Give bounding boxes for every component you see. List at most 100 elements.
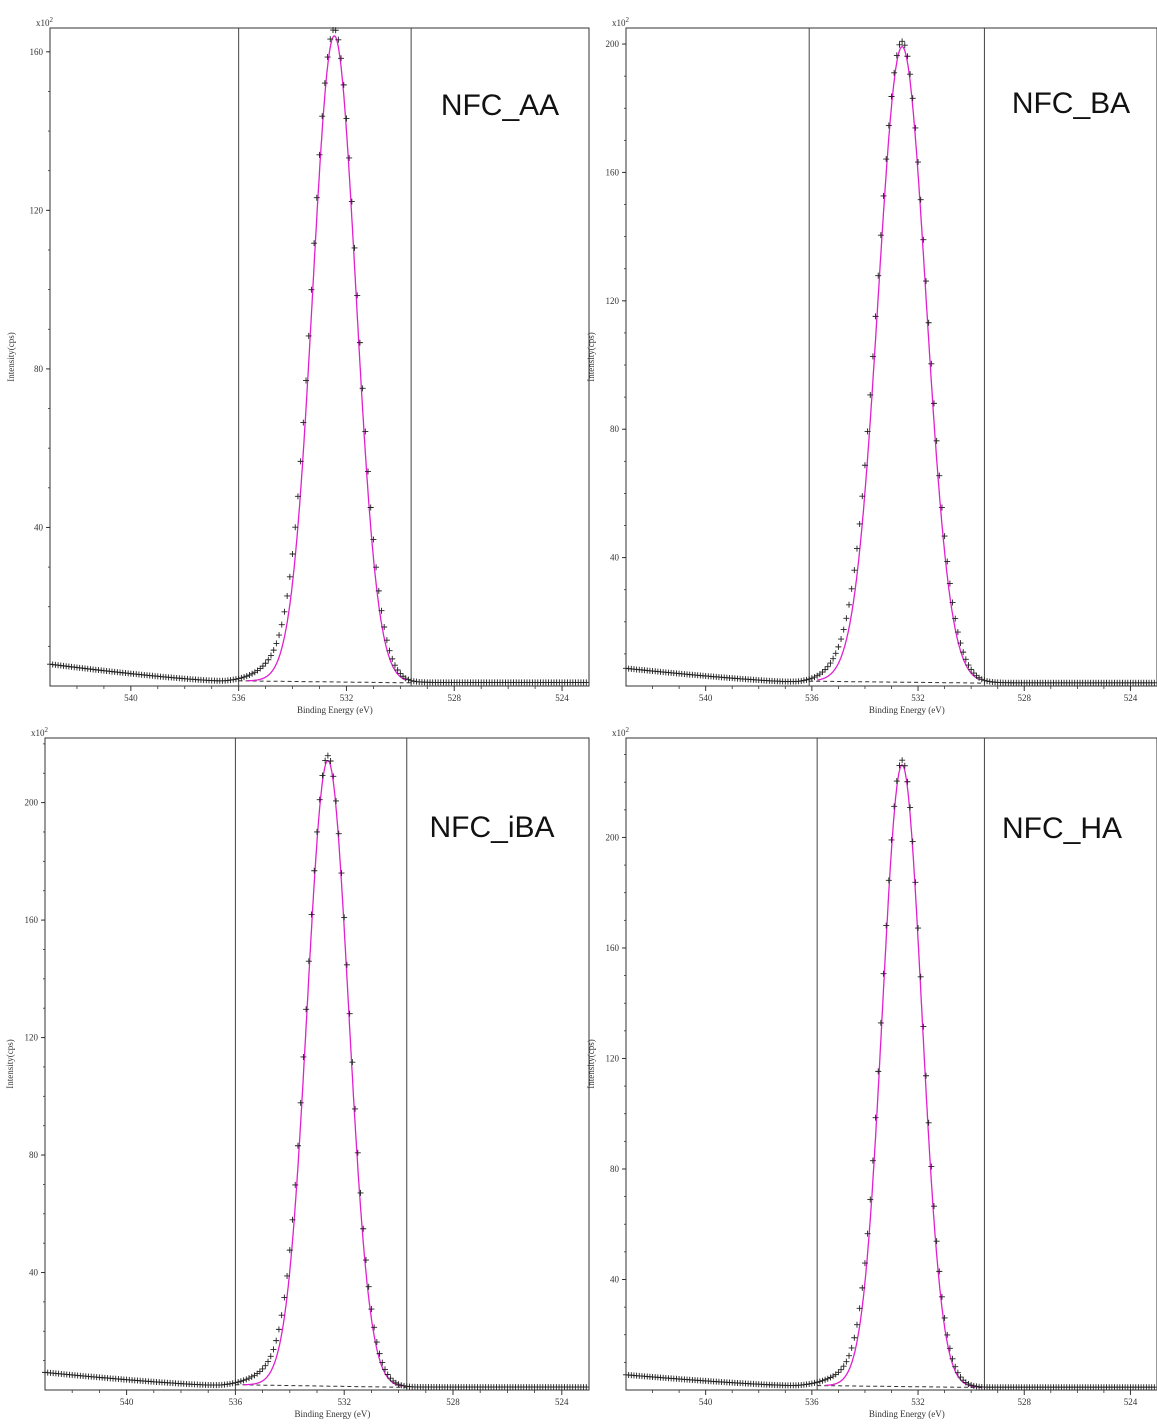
data-point-marker xyxy=(343,961,350,968)
data-point-marker xyxy=(270,1346,277,1353)
data-point-marker xyxy=(267,652,274,659)
data-point-marker xyxy=(300,1053,307,1060)
data-point-marker xyxy=(294,493,301,500)
data-point-marker xyxy=(232,1379,239,1386)
y-axis-title: Intensity(cps) xyxy=(586,1039,596,1089)
x-tick-label: 532 xyxy=(337,1397,351,1407)
data-point-marker xyxy=(853,545,860,552)
y-tick-label: 200 xyxy=(606,832,620,842)
data-point-marker xyxy=(861,462,868,469)
background-dashed-line xyxy=(238,680,412,684)
data-point-marker xyxy=(402,675,409,682)
data-point-marker xyxy=(373,564,380,571)
data-point-marker xyxy=(822,1376,829,1383)
data-point-marker xyxy=(880,192,887,199)
data-point-marker xyxy=(928,360,935,367)
data-point-marker xyxy=(819,1377,826,1384)
sample-label: NFC_AA xyxy=(441,89,559,122)
data-point-marker xyxy=(938,504,945,511)
data-point-marker xyxy=(243,673,250,680)
data-point-marker xyxy=(249,670,256,677)
background-dashed-line xyxy=(235,1384,407,1388)
data-point-marker xyxy=(235,675,242,682)
data-point-marker xyxy=(827,1374,834,1381)
x-tick-label: 540 xyxy=(699,693,713,703)
data-points xyxy=(623,757,1157,1391)
data-point-marker xyxy=(938,1293,945,1300)
x-tick-label: 532 xyxy=(911,1397,925,1407)
data-point-marker xyxy=(901,762,908,769)
data-point-marker xyxy=(238,674,245,681)
data-point-marker xyxy=(848,585,855,592)
data-point-marker xyxy=(856,1305,863,1312)
data-point-marker xyxy=(300,419,307,426)
data-point-marker xyxy=(362,428,369,435)
data-point-marker xyxy=(869,353,876,360)
data-point-marker xyxy=(970,670,977,677)
data-point-marker xyxy=(946,580,953,587)
data-point-marker xyxy=(949,599,956,606)
data-point-marker xyxy=(867,391,874,398)
data-point-marker xyxy=(917,196,924,203)
data-point-marker xyxy=(949,1355,956,1362)
x-tick-label: 536 xyxy=(229,1397,243,1407)
x-tick-label: 528 xyxy=(446,1397,460,1407)
data-point-marker xyxy=(899,757,906,764)
data-point-marker xyxy=(960,649,967,656)
data-point-marker xyxy=(346,154,353,161)
data-point-marker xyxy=(976,674,983,681)
y-tick-label: 80 xyxy=(34,364,44,374)
data-point-marker xyxy=(256,1368,263,1375)
data-point-marker xyxy=(981,677,988,684)
data-point-marker xyxy=(877,1019,884,1026)
multiplier-base: x10 xyxy=(36,18,50,28)
data-point-marker xyxy=(359,385,366,392)
y-tick-label: 120 xyxy=(25,1033,39,1043)
data-point-marker xyxy=(262,1362,269,1369)
data-point-marker xyxy=(322,757,329,764)
x-tick-label: 532 xyxy=(911,693,925,703)
data-point-marker xyxy=(395,1381,402,1388)
data-point-marker xyxy=(830,655,837,662)
data-point-marker xyxy=(880,970,887,977)
y-tick-label: 160 xyxy=(30,47,44,57)
sample-label: NFC_HA xyxy=(1002,812,1122,845)
data-point-marker xyxy=(909,838,916,845)
data-point-marker xyxy=(583,1384,590,1391)
data-point-marker xyxy=(925,319,932,326)
data-point-marker xyxy=(583,679,590,686)
data-point-marker xyxy=(952,615,959,622)
data-point-marker xyxy=(278,1312,285,1319)
data-point-marker xyxy=(885,877,892,884)
data-point-marker xyxy=(835,643,842,650)
data-point-marker xyxy=(806,676,813,683)
y-tick-label: 40 xyxy=(29,1268,39,1278)
data-point-marker xyxy=(840,1363,847,1370)
data-point-marker xyxy=(341,914,348,921)
multiplier-exponent: 2 xyxy=(50,16,54,24)
multiplier-exponent: 2 xyxy=(626,16,630,24)
data-point-marker xyxy=(798,677,805,684)
data-point-marker xyxy=(305,332,312,339)
y-tick-label: 40 xyxy=(610,553,620,563)
data-point-marker xyxy=(912,124,919,131)
data-point-marker xyxy=(923,278,930,285)
y-tick-label: 200 xyxy=(25,798,39,808)
data-point-marker xyxy=(808,675,815,682)
data-point-marker xyxy=(859,1284,866,1291)
data-point-marker xyxy=(962,656,969,663)
data-point-marker xyxy=(838,636,845,643)
data-point-marker xyxy=(297,1099,304,1106)
data-point-marker xyxy=(378,607,385,614)
data-point-marker xyxy=(864,428,871,435)
data-point-marker xyxy=(875,272,882,279)
fit-envelope-line xyxy=(246,35,406,682)
data-point-marker xyxy=(267,1353,274,1360)
data-point-marker xyxy=(230,676,237,683)
data-point-marker xyxy=(335,36,342,43)
data-point-marker xyxy=(259,663,266,670)
sample-label: NFC_BA xyxy=(1012,87,1130,120)
x-tick-label: 528 xyxy=(1018,693,1032,703)
data-point-marker xyxy=(398,1382,405,1389)
